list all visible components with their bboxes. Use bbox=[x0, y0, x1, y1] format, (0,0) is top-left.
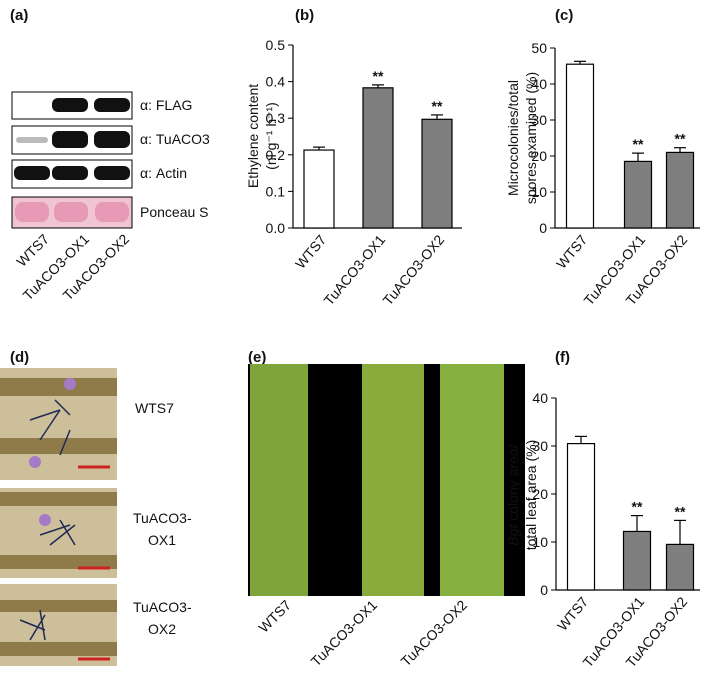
bar bbox=[565, 63, 595, 229]
y-axis-label: Bgt colony area/ bbox=[505, 444, 521, 545]
y-axis-label-part: Ethylene content bbox=[245, 84, 261, 188]
y-tick-label: 0 bbox=[540, 582, 548, 598]
panel-label: (c) bbox=[555, 7, 573, 24]
y-tick-label: 0.3 bbox=[266, 110, 286, 126]
lane-label: WTS7 bbox=[13, 231, 52, 270]
y-axis-label: Microcolonies/total bbox=[505, 80, 521, 196]
leaf-photo bbox=[248, 364, 525, 596]
y-axis-label: total leaf area (%) bbox=[523, 440, 539, 551]
bar bbox=[665, 151, 695, 229]
y-axis-label-part: Bgt bbox=[505, 523, 521, 545]
leaf-label: TuACO3-OX2 bbox=[398, 597, 471, 670]
y-axis-label-part: colony area/ bbox=[505, 444, 521, 524]
y-tick-label: 40 bbox=[532, 390, 548, 406]
y-tick-label: 0.2 bbox=[266, 147, 286, 163]
y-axis-label-part: spores examined (%) bbox=[523, 72, 539, 204]
significance: ** bbox=[633, 136, 644, 152]
bar bbox=[566, 443, 596, 591]
image-label: TuACO3- bbox=[133, 599, 192, 615]
y-tick-label: 30 bbox=[532, 438, 548, 454]
panel-label: (e) bbox=[248, 349, 266, 366]
significance: ** bbox=[432, 98, 443, 114]
x-tick-label: TuACO3-OX1 bbox=[320, 231, 388, 308]
micrographs bbox=[0, 368, 117, 666]
image-label: WTS7 bbox=[135, 400, 174, 416]
y-tick-label: 0.1 bbox=[266, 183, 286, 199]
blot-label: α: TuACO3 bbox=[140, 131, 210, 147]
panel-label: (f) bbox=[555, 349, 570, 366]
image-label: OX1 bbox=[148, 532, 176, 548]
y-tick-label: 0.5 bbox=[266, 37, 286, 53]
panel-label: (a) bbox=[10, 7, 28, 24]
y-tick-label: 30 bbox=[531, 112, 547, 128]
x-tick-label: TuACO3-OX2 bbox=[379, 231, 447, 308]
image-label: TuACO3- bbox=[133, 510, 192, 526]
leaf-label: TuACO3-OX1 bbox=[308, 597, 381, 670]
panel-label: (b) bbox=[295, 7, 314, 24]
bar bbox=[421, 118, 453, 229]
image-label: OX2 bbox=[148, 621, 176, 637]
y-axis-label-part: total leaf area (%) bbox=[523, 440, 539, 551]
y-tick-label: 10 bbox=[531, 184, 547, 200]
y-tick-label: 40 bbox=[531, 76, 547, 92]
panel-label: (d) bbox=[10, 349, 29, 366]
y-axis-label-part: (nl g⁻¹ h⁻¹) bbox=[263, 102, 279, 170]
y-tick-label: 50 bbox=[531, 40, 547, 56]
leaf-label: WTS7 bbox=[255, 597, 294, 636]
x-tick-label: WTS7 bbox=[554, 593, 591, 633]
y-tick-label: 0.4 bbox=[266, 74, 286, 90]
y-axis-label: (nl g⁻¹ h⁻¹) bbox=[263, 102, 279, 170]
blot-label: Ponceau S bbox=[140, 204, 209, 220]
x-tick-label: WTS7 bbox=[553, 231, 590, 271]
y-axis-label: Ethylene content bbox=[245, 84, 261, 188]
significance: ** bbox=[632, 499, 643, 515]
y-tick-label: 0.0 bbox=[266, 220, 286, 236]
bar bbox=[362, 87, 394, 229]
x-tick-label: WTS7 bbox=[292, 231, 329, 271]
y-tick-label: 20 bbox=[532, 486, 548, 502]
y-tick-label: 20 bbox=[531, 148, 547, 164]
blot-label: α: Actin bbox=[140, 165, 187, 181]
significance: ** bbox=[675, 131, 686, 147]
y-axis-label: spores examined (%) bbox=[523, 72, 539, 204]
bar bbox=[303, 149, 335, 229]
bar bbox=[622, 530, 652, 591]
western-blot bbox=[11, 91, 133, 229]
y-tick-label: 0 bbox=[539, 220, 547, 236]
significance: ** bbox=[373, 68, 384, 84]
blot-label: α: FLAG bbox=[140, 97, 192, 113]
bar bbox=[665, 543, 695, 591]
y-axis-label-part: Microcolonies/total bbox=[505, 80, 521, 196]
y-tick-label: 10 bbox=[532, 534, 548, 550]
significance: ** bbox=[675, 503, 686, 519]
bar bbox=[623, 160, 653, 229]
